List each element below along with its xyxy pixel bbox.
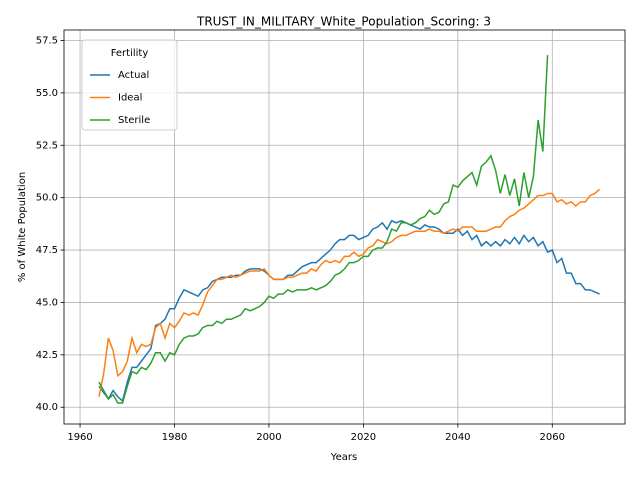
x-axis-label: Years: [330, 452, 357, 463]
legend-label: Ideal: [118, 93, 142, 104]
y-tick-label: 55.0: [36, 88, 58, 99]
series-line: [98, 55, 549, 404]
series-line: [98, 219, 600, 403]
y-tick-label: 47.5: [36, 245, 58, 256]
y-tick-label: 40.0: [36, 402, 58, 413]
y-tick-label: 57.5: [36, 35, 58, 46]
series-line: [98, 188, 600, 397]
y-tick-label: 42.5: [36, 350, 58, 361]
x-tick-label: 1980: [162, 432, 187, 443]
x-tick-label: 1960: [67, 432, 92, 443]
legend-label: Actual: [118, 70, 149, 81]
y-tick-label: 52.5: [36, 140, 58, 151]
y-axis-label: % of White Population: [17, 172, 28, 282]
x-tick-label: 2060: [540, 432, 565, 443]
axes-frame: [63, 29, 626, 425]
chart-title: TRUST_IN_MILITARY_White_Population_Scori…: [196, 15, 491, 29]
x-tick-label: 2020: [351, 432, 376, 443]
x-tick-label: 2040: [445, 432, 470, 443]
y-tick-label: 50.0: [36, 193, 58, 204]
x-tick-label: 2000: [256, 432, 281, 443]
y-tick-label: 45.0: [36, 297, 58, 308]
legend-title: Fertility: [111, 48, 149, 59]
legend-box: [81, 39, 178, 131]
legend-label: Sterile: [118, 115, 150, 126]
